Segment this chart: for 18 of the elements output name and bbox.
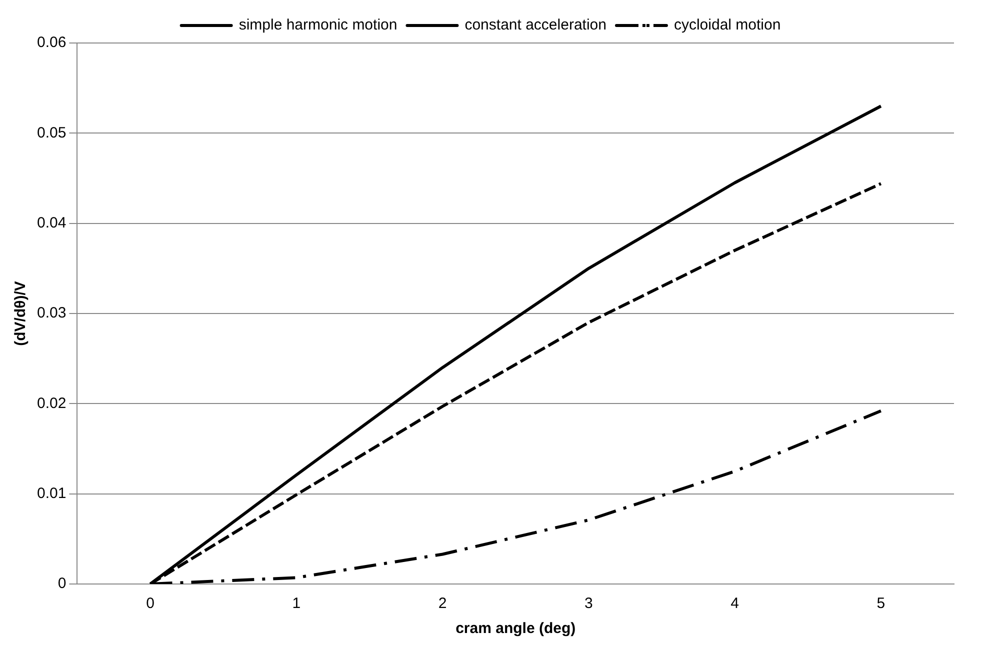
- y-tick-label: 0.03: [36, 304, 66, 322]
- x-tick-label: 2: [438, 595, 447, 612]
- x-axis-title: cram angle (deg): [456, 620, 576, 638]
- legend-label: constant acceleration: [464, 16, 606, 34]
- y-tick-label: 0.01: [36, 484, 66, 502]
- y-tick-label: 0.02: [36, 394, 66, 412]
- x-tick-label: 0: [146, 595, 154, 612]
- x-tick-label: 1: [292, 595, 301, 612]
- legend-label: cycloidal motion: [674, 16, 781, 34]
- legend-label: simple harmonic motion: [238, 16, 398, 34]
- y-tick-label: 0.04: [36, 214, 66, 232]
- x-tick-label: 5: [876, 595, 886, 612]
- y-axis-title: (dV/dθ)/V: [12, 281, 30, 346]
- x-tick-label: 4: [730, 595, 739, 612]
- y-tick-label: 0.06: [36, 34, 66, 52]
- y-tick-label: 0.05: [36, 124, 66, 142]
- x-tick-label: 3: [584, 595, 593, 612]
- y-tick-label: 0: [58, 575, 66, 592]
